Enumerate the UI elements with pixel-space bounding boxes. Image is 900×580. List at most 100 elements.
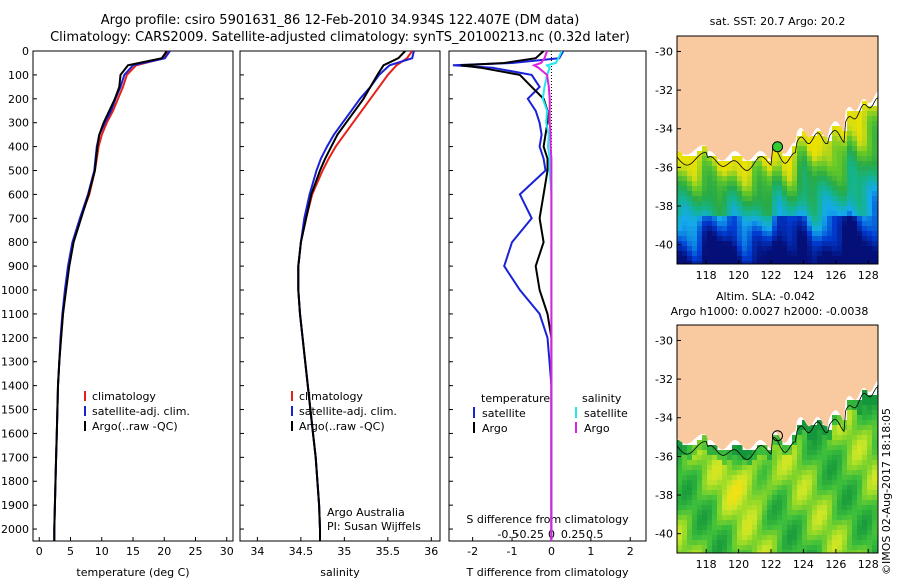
panel-difference-profile: -2 -1 0 1 2 T difference from climatology -0.5… [448, 50, 647, 579]
x-tick-label: 15 [126, 545, 140, 558]
y-tick-label: 1900 [1, 499, 29, 512]
map-subtitle: Argo h1000: 0.0027 h2000: -0.0038 [671, 305, 869, 318]
y-tick-label: 600 [8, 188, 29, 201]
y-tick-label: 800 [8, 236, 29, 249]
series-line-climatology [297, 51, 414, 541]
map-frame [676, 324, 879, 554]
y-tick-label: 1500 [1, 404, 29, 417]
map-title: Altim. SLA: -0.042 [716, 290, 815, 303]
legend-label: Argo [482, 422, 508, 435]
map-x-tick-label: 124 [793, 558, 814, 571]
y-tick-label: 500 [8, 165, 29, 178]
map-x-tick-label: 126 [825, 269, 846, 282]
y-tick-label: 400 [8, 141, 29, 154]
panel-sst-map: -30 -32 -34 -36 -38 -40 118 120 122 124 126 128 sat.… [655, 15, 879, 282]
legend-label: Argo(..raw -QC) [299, 420, 385, 433]
y-tick-label: 300 [8, 117, 29, 130]
legend-header: salinity [582, 392, 622, 405]
y-tick-label: 100 [8, 69, 29, 82]
argo-float-marker [772, 141, 783, 153]
x-tick-label: 1 [587, 545, 594, 558]
x-tick-label: 25 [189, 545, 203, 558]
map-y-tick-label: -38 [655, 489, 673, 502]
y-tick-label: 1700 [1, 451, 29, 464]
map-x-tick-label: 122 [761, 269, 782, 282]
y-tick-label: 1800 [1, 475, 29, 488]
land-area [677, 325, 878, 450]
legend-label: Argo(..raw -QC) [92, 420, 178, 433]
axes-frame [239, 50, 441, 542]
header-line-1: Argo profile: csiro 5901631_86 12-Feb-20… [100, 13, 580, 28]
map-y-tick-label: -30 [655, 45, 673, 58]
s-tick-label: -0.5 [497, 528, 518, 541]
map-title: sat. SST: 20.7 Argo: 20.2 [710, 15, 846, 28]
y-tick-label: 1400 [1, 380, 29, 393]
y-tick-label: 200 [8, 93, 29, 106]
legend-label: satellite-adj. clim. [299, 405, 397, 418]
argo-float-marker [772, 430, 783, 442]
x-tick-label: 34 [250, 545, 264, 558]
y-tick-label: 1300 [1, 356, 29, 369]
map-field [677, 36, 878, 264]
map-y-tick-label: -36 [655, 450, 673, 463]
map-x-tick-label: 124 [793, 269, 814, 282]
map-y-tick-label: -40 [655, 239, 673, 252]
axes-frame [448, 50, 647, 542]
x-axis-label: temperature (deg C) [76, 566, 189, 579]
series-line-argo [297, 51, 406, 541]
legend-header: temperature [481, 392, 550, 405]
x-tick-label: 35 [337, 545, 351, 558]
panel-temperature-profile: 0100200300400500600700800900100011001200… [1, 45, 234, 579]
y-tick-label: 1000 [1, 284, 29, 297]
series-line-s_argo [531, 51, 553, 541]
s-tick-label: 0.5 [586, 528, 604, 541]
map-field [677, 325, 878, 553]
x-tick-label: 0 [36, 545, 43, 558]
axes-frame [32, 50, 234, 542]
header-line-2: Climatology: CARS2009. Satellite-adjuste… [50, 30, 630, 45]
x-tick-label: 35.5 [376, 545, 401, 558]
y-tick-label: 1100 [1, 308, 29, 321]
x-tick-label: 34.5 [289, 545, 314, 558]
map-x-tick-label: 122 [761, 558, 782, 571]
series-line-climatology [53, 51, 169, 541]
y-tick-label: 1600 [1, 427, 29, 440]
map-x-tick-label: 118 [696, 269, 717, 282]
map-frame [676, 35, 879, 265]
legend-label: satellite [482, 407, 526, 420]
series-group [452, 51, 565, 541]
y-tick-label: 2000 [1, 523, 29, 536]
map-y-tick-label: -34 [655, 123, 673, 136]
s-tick-label: -0.25 [516, 528, 544, 541]
map-x-tick-label: 128 [858, 269, 879, 282]
series-line-argo [460, 51, 553, 541]
legend-label: climatology [299, 390, 363, 403]
map-x-tick-label: 118 [696, 558, 717, 571]
series-line-argo [53, 51, 168, 541]
x-tick-label: -2 [467, 545, 478, 558]
y-tick-label: 0 [22, 45, 29, 58]
x-tick-label: 30 [220, 545, 234, 558]
map-y-tick-label: -32 [655, 373, 673, 386]
x-tick-label: 36 [424, 545, 438, 558]
panel-salinity-profile: 34 34.5 35 35.5 36 salinity climatology satelli… [239, 50, 441, 579]
panel-sla-map: -30 -32 -34 -36 -38 -40 118 120 122 124 126 128 Alti… [655, 290, 879, 571]
land-area [677, 36, 878, 161]
map-y-tick-label: -36 [655, 161, 673, 174]
x-tick-label: -1 [507, 545, 518, 558]
x-tick-label: 5 [67, 545, 74, 558]
series-group [297, 51, 415, 541]
x-tick-label: 10 [95, 545, 109, 558]
y-tick-label: 700 [8, 212, 29, 225]
map-x-tick-label: 120 [728, 558, 749, 571]
annotation-text: Argo Australia [327, 506, 405, 519]
s-tick-label: 0.25 [561, 528, 586, 541]
legend-label: climatology [92, 390, 156, 403]
series-group [53, 51, 171, 541]
map-x-tick-label: 120 [728, 269, 749, 282]
map-y-tick-label: -38 [655, 200, 673, 213]
x-tick-label: 2 [627, 545, 634, 558]
y-tick-label: 900 [8, 260, 29, 273]
series-line-satellite [53, 51, 171, 541]
